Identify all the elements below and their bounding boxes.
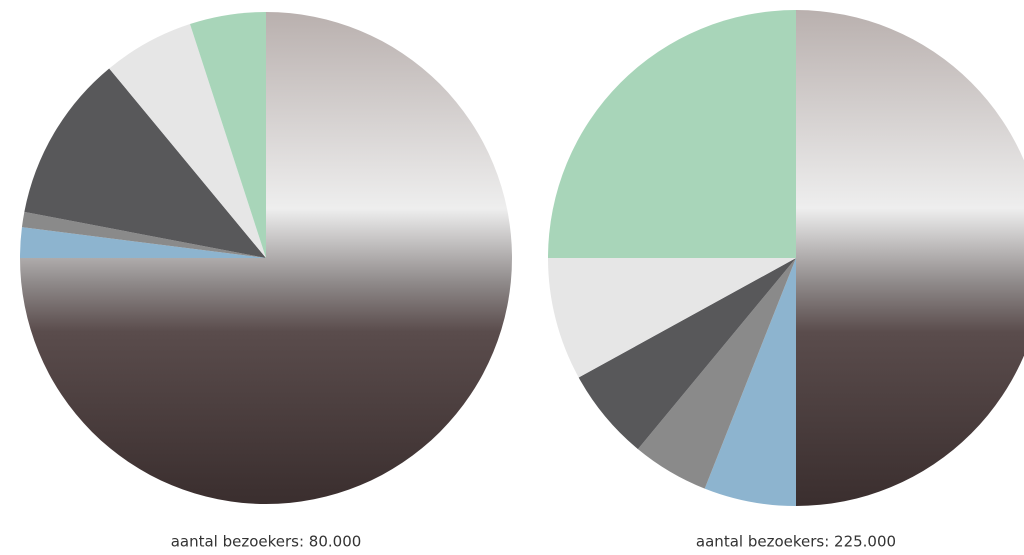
pie-slice — [637, 258, 796, 489]
pie-slice — [548, 258, 796, 378]
pie-slice — [189, 12, 266, 258]
pie-slice — [109, 24, 266, 258]
pie-slice — [796, 10, 1024, 506]
pie-slice — [704, 258, 796, 506]
pie-slice — [20, 227, 266, 258]
chart-label: aantal bezoekers: 225.000 — [696, 533, 896, 551]
pie-slice — [578, 258, 796, 450]
chart-label: aantal bezoekers: 80.000 — [171, 533, 362, 551]
pie-slice — [21, 211, 266, 258]
pie-slice — [24, 68, 267, 259]
pie-slice — [548, 10, 796, 258]
